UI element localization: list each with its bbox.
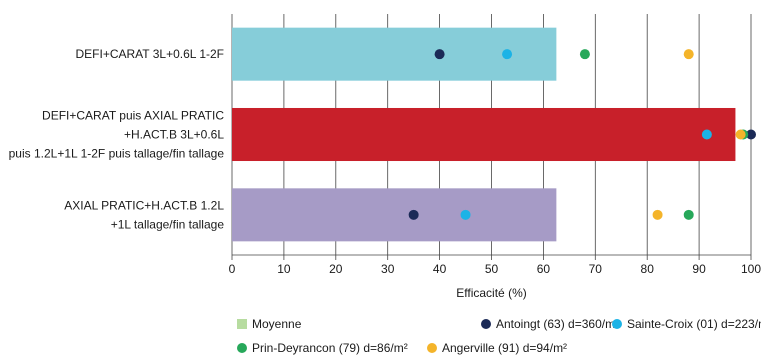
legend-marker — [481, 319, 491, 329]
category-label: puis 1.2L+1L 1-2F puis tallage/fin talla… — [9, 147, 225, 161]
x-tick-label: 20 — [329, 262, 343, 276]
legend-swatch — [237, 319, 247, 329]
category-label: +H.ACT.B 3L+0.6L — [124, 128, 224, 142]
data-point — [502, 49, 513, 60]
bars — [232, 27, 736, 242]
data-point — [683, 209, 694, 220]
data-point — [683, 49, 694, 60]
category-label: DEFI+CARAT 3L+0.6L 1-2F — [75, 47, 224, 61]
data-point — [652, 209, 663, 220]
bar — [232, 188, 557, 242]
data-point — [746, 129, 756, 140]
legend-label: Prin-Deyrancon (79) d=86/m² — [252, 341, 408, 355]
legend-label: Moyenne — [252, 317, 302, 331]
bar — [232, 107, 736, 162]
x-axis: 0 10 20 30 40 50 60 70 80 90 100 — [229, 254, 761, 276]
legend-marker — [237, 343, 247, 353]
legend-label: Sainte-Croix (01) d=223/m² — [627, 317, 761, 331]
x-tick-label: 60 — [537, 262, 551, 276]
data-point — [735, 129, 746, 140]
x-tick-label: 10 — [277, 262, 291, 276]
legend-label: Antoingt (63) d=360/m² — [496, 317, 619, 331]
legend-marker — [612, 319, 622, 329]
data-points — [408, 49, 756, 220]
category-labels: DEFI+CARAT 3L+0.6L 1-2F DEFI+CARAT puis A… — [9, 47, 225, 231]
category-label: +1L tallage/fin tallage — [111, 217, 225, 231]
x-tick-label: 100 — [741, 262, 761, 276]
x-tick-label: 40 — [433, 262, 447, 276]
x-tick-label: 70 — [589, 262, 603, 276]
legend-label: Angerville (91) d=94/m² — [442, 341, 567, 355]
data-point — [701, 129, 712, 140]
data-point — [579, 49, 590, 60]
category-label: AXIAL PRATIC+H.ACT.B 1.2L — [64, 198, 224, 212]
x-tick-label: 80 — [641, 262, 655, 276]
category-label: DEFI+CARAT puis AXIAL PRATIC — [42, 109, 224, 123]
x-axis-title: Efficacité (%) — [456, 286, 526, 300]
data-point — [460, 209, 471, 220]
data-point — [434, 49, 445, 60]
x-tick-label: 90 — [692, 262, 706, 276]
x-tick-label: 0 — [229, 262, 236, 276]
legend-marker — [427, 343, 437, 353]
data-point — [408, 209, 419, 220]
x-tick-label: 50 — [485, 262, 499, 276]
legend: Moyenne Antoingt (63) d=360/m² Sainte-Croi… — [237, 317, 761, 355]
x-tick-label: 30 — [381, 262, 395, 276]
